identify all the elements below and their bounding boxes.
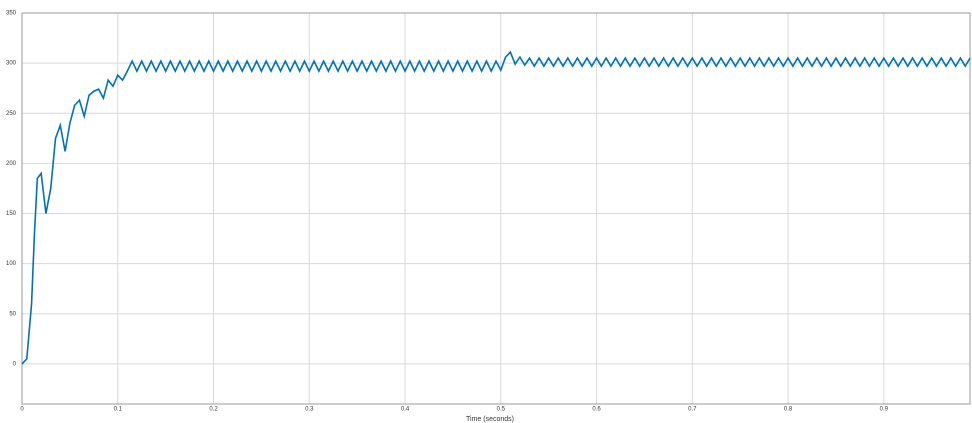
y-tick-label: 100 <box>6 261 17 267</box>
x-tick-label: 0.1 <box>114 407 123 413</box>
x-tick-label: 0.2 <box>209 407 218 413</box>
y-tick-label: 0 <box>13 361 17 367</box>
x-tick-label: 0.8 <box>784 407 793 413</box>
y-tick-label: 200 <box>6 161 17 167</box>
x-tick-label: 0.4 <box>401 407 410 413</box>
y-tick-label: 350 <box>6 11 17 17</box>
x-tick-label: 0.5 <box>497 407 506 413</box>
x-tick-label: 0.9 <box>880 407 889 413</box>
data-line <box>21 50 971 365</box>
y-tick-label: 150 <box>6 211 17 217</box>
x-axis-label: Time (seconds) <box>466 416 514 423</box>
y-tick-label: 50 <box>9 311 16 317</box>
y-tick-label: 250 <box>6 111 17 117</box>
x-tick-label: 0.6 <box>592 407 601 413</box>
x-tick-label: 0.7 <box>688 407 697 413</box>
x-tick-label: 0.3 <box>305 407 314 413</box>
plot-frame <box>21 12 971 405</box>
y-tick-label: 300 <box>6 61 17 67</box>
x-tick-label: 0 <box>20 407 24 413</box>
